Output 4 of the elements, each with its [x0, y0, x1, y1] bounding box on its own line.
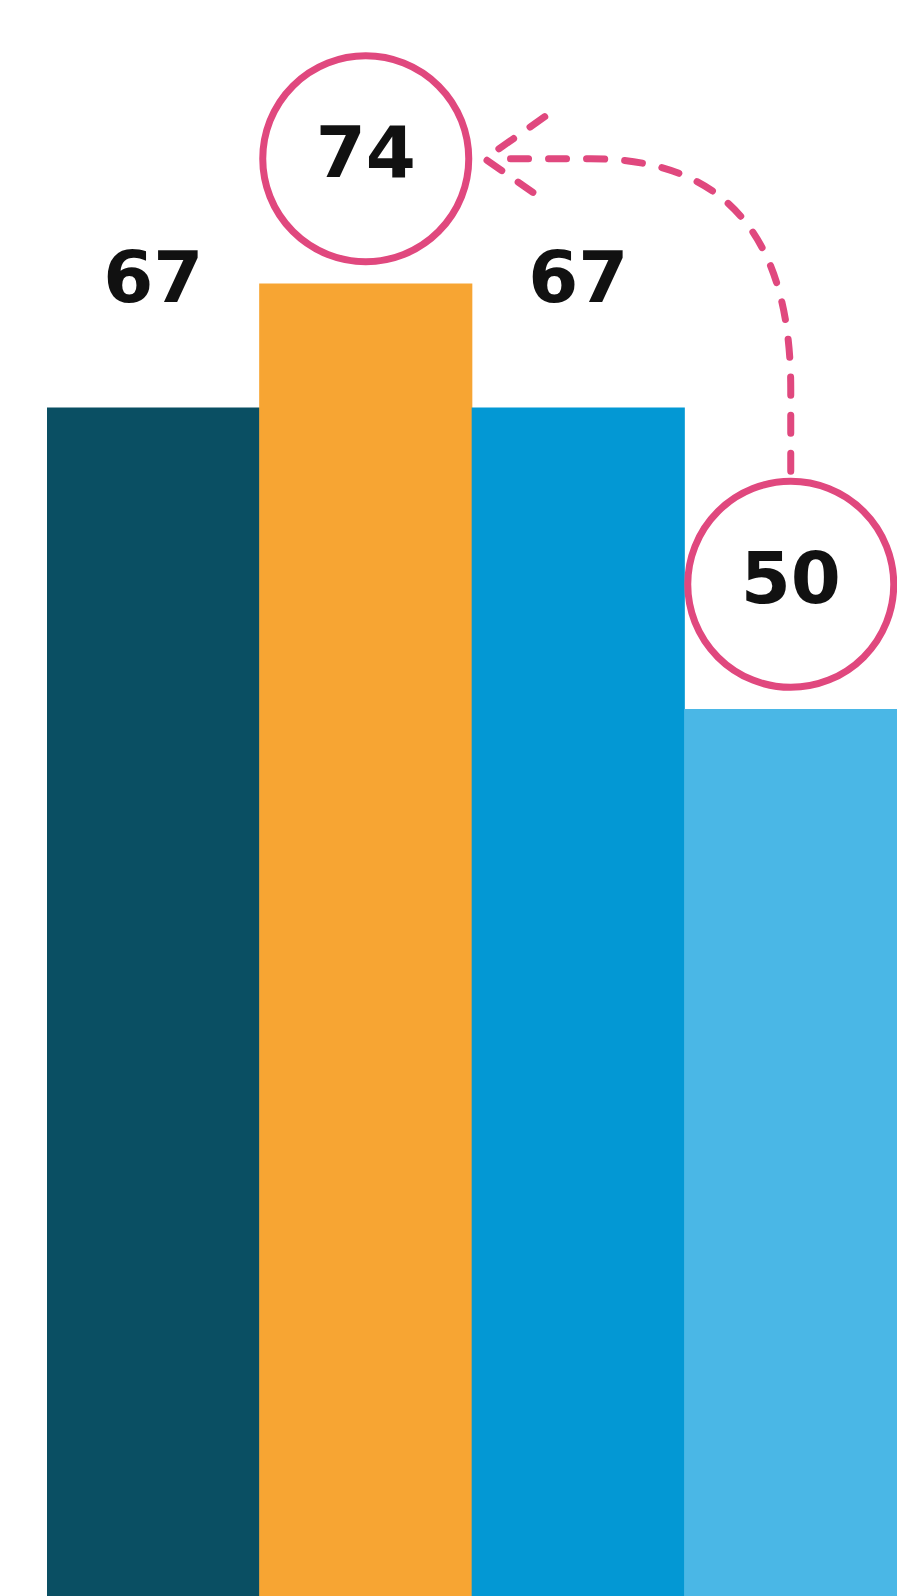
data-label: 67	[528, 234, 629, 319]
data-label: 74	[315, 110, 416, 195]
data-label: 67	[103, 234, 204, 319]
data-label: 50	[740, 536, 841, 621]
